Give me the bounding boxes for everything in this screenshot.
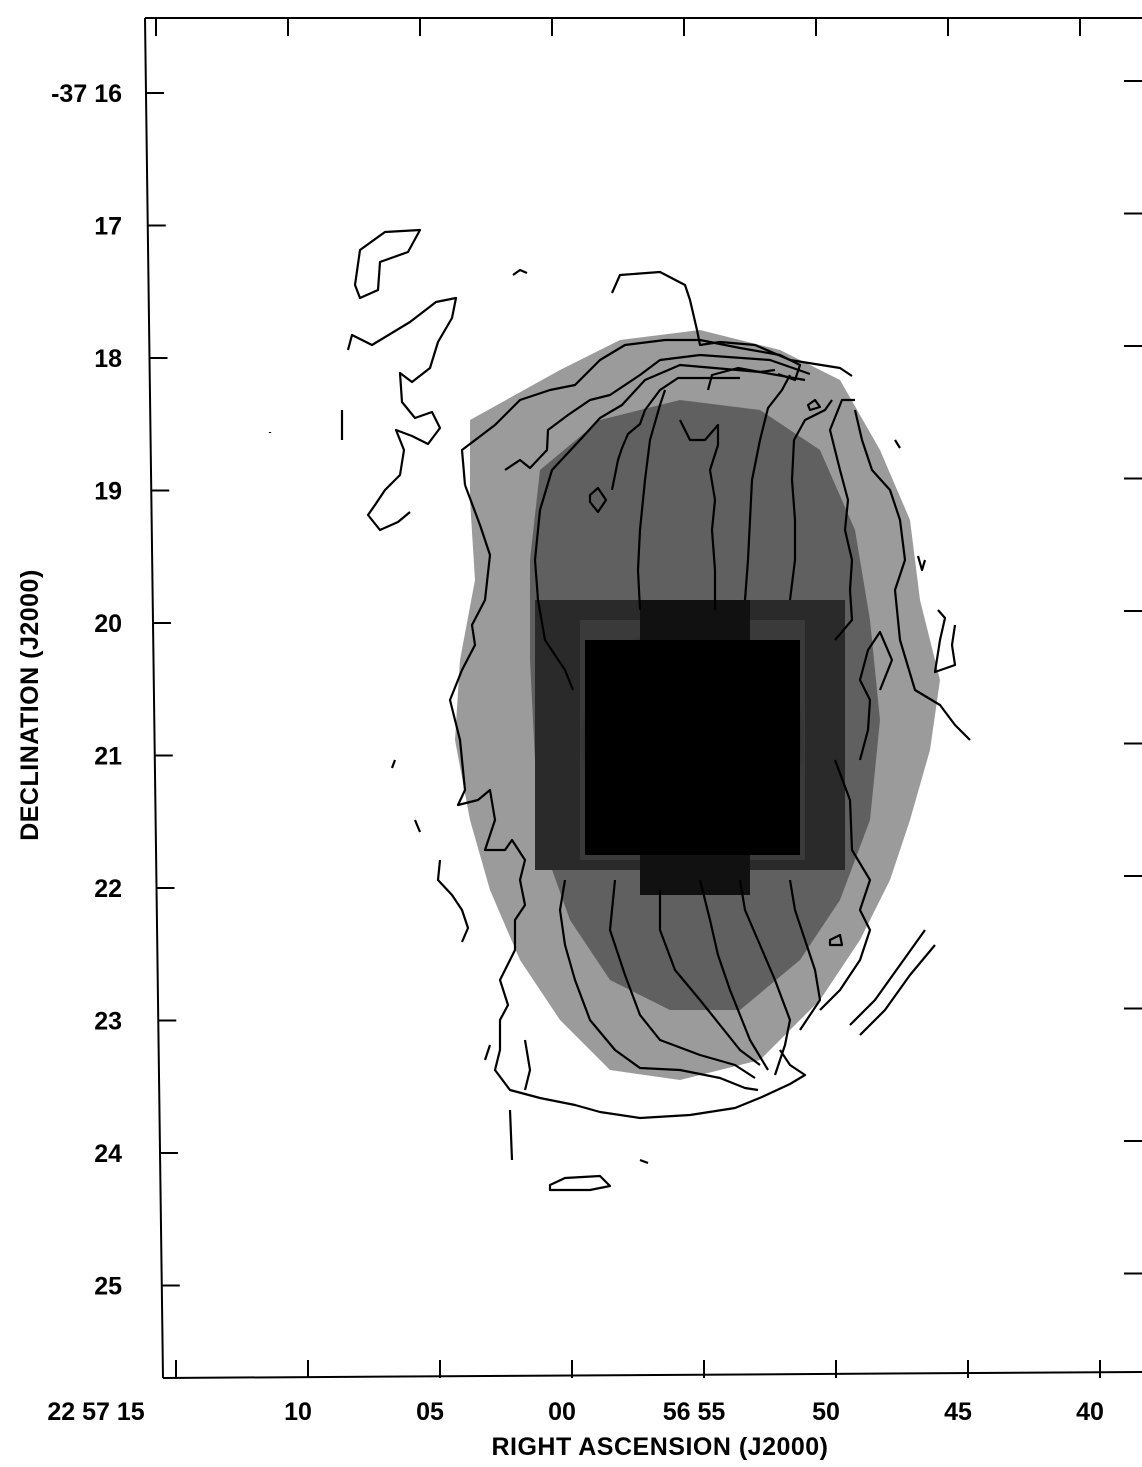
y-tick-label: 18 [94, 345, 122, 373]
y-tick-label: 22 [94, 875, 122, 903]
x-axis: 22 57 15 10 05 00 56 55 50 45 40 [47, 18, 1104, 1426]
y-tick-label: 20 [94, 610, 122, 638]
x-tick-label: 05 [416, 1398, 444, 1426]
y-tick-label: 24 [94, 1140, 122, 1168]
y-tick-label: 25 [94, 1273, 122, 1301]
y-tick-label: 19 [94, 478, 122, 506]
x-tick-label: 45 [944, 1398, 972, 1426]
y-tick-label: 21 [94, 743, 122, 771]
y-axis: -37 16 17 18 19 20 21 22 23 24 25 [51, 80, 1142, 1301]
x-tick-label: 10 [284, 1398, 312, 1426]
x-tick-label: 00 [548, 1398, 576, 1426]
plot-frame [144, 17, 1142, 1379]
contour-lines [268, 228, 971, 1192]
x-tick-label: 40 [1076, 1398, 1104, 1426]
y-tick-label: -37 16 [51, 80, 122, 108]
y-axis-title: DECLINATION (J2000) [16, 569, 44, 841]
x-axis-title: RIGHT ASCENSION (J2000) [491, 1433, 828, 1461]
x-tick-label: 22 57 15 [47, 1398, 144, 1426]
y-tick-label: 17 [94, 213, 122, 241]
y-tick-label: 23 [94, 1008, 122, 1036]
x-tick-label: 56 55 [663, 1398, 726, 1426]
greyscale-emission [355, 220, 975, 1130]
x-tick-label: 50 [812, 1398, 840, 1426]
